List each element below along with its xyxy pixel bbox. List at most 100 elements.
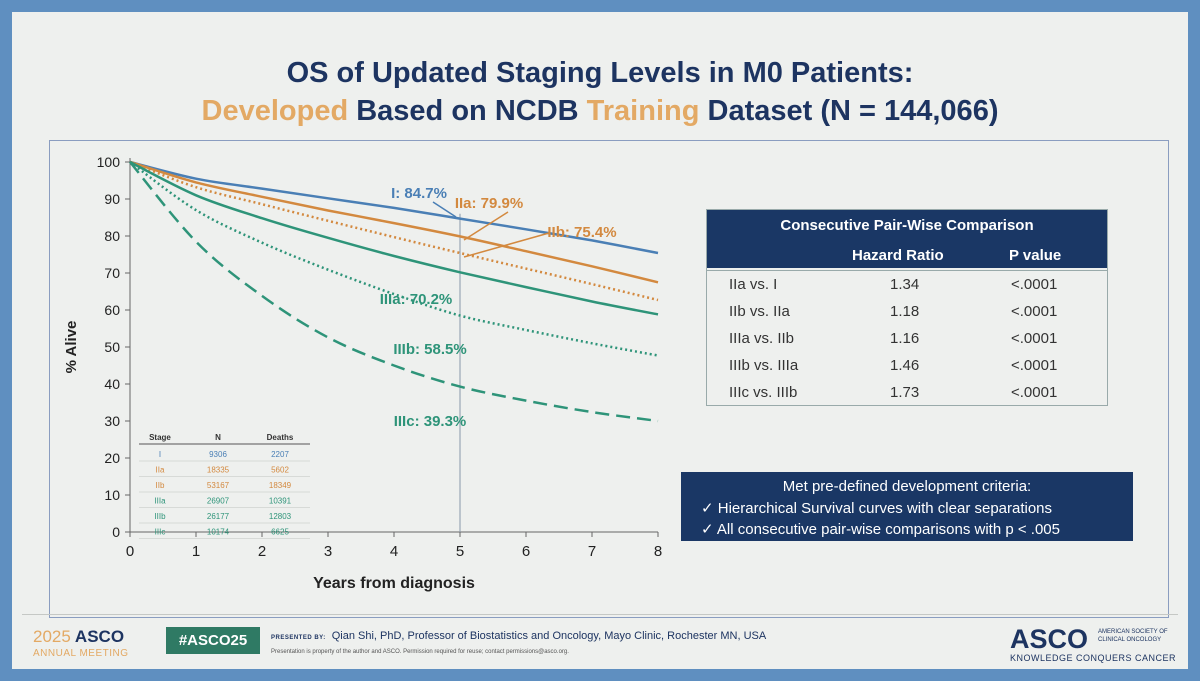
hazard-ratio-cell: 1.73 [890, 384, 920, 401]
y-tick-label: 90 [104, 191, 120, 207]
p-value-cell: <.0001 [1011, 276, 1058, 293]
inset-cell: 10391 [269, 497, 292, 506]
y-tick-label: 60 [104, 302, 120, 318]
property-note: Presentation is property of the author a… [271, 649, 569, 655]
comparison-cell: IIIb vs. IIIa [729, 357, 799, 374]
inset-cell: IIb [156, 481, 165, 490]
title-training: Training [586, 95, 700, 127]
annual-meeting-label: ANNUAL MEETING [33, 648, 129, 659]
inset-cell: IIa [156, 466, 165, 475]
pairwise-table: Consecutive Pair-Wise Comparison Hazard … [706, 209, 1108, 406]
comparison-cell: IIb vs. IIa [729, 303, 790, 320]
comparison-cell: IIIa vs. IIb [729, 330, 795, 347]
y-axis-title: % Alive [63, 321, 80, 374]
label-leader-iia [463, 211, 509, 241]
slide: OS of Updated Staging Levels in M0 Patie… [12, 12, 1188, 669]
meeting-year: 2025 [33, 627, 71, 646]
x-tick-label: 3 [324, 543, 332, 560]
x-axis-title: Years from diagnosis [313, 575, 475, 592]
curve-label-iia: IIa: 79.9% [455, 195, 523, 212]
x-tick-label: 5 [456, 543, 464, 560]
chart-axes: 0 10 20 30 40 50 60 70 80 90 100 0 1 2 3 4 5 6 7 8 Years fro… [63, 154, 662, 592]
survival-curve-iiia [129, 160, 659, 316]
inset-cell: IIIb [154, 512, 166, 521]
inset-cell: 26907 [207, 497, 230, 506]
pairwise-row: IIb vs. IIa 1.18 <.0001 [707, 298, 1107, 325]
comparison-cell: IIa vs. I [729, 276, 778, 293]
pairwise-row: IIIb vs. IIIa 1.46 <.0001 [707, 352, 1107, 379]
hazard-ratio-header: Hazard Ratio [852, 247, 944, 264]
comparison-cell: IIIc vs. IIIb [729, 384, 798, 401]
pairwise-row: IIa vs. I 1.34 <.0001 [707, 271, 1107, 298]
inset-cell: 18349 [269, 481, 292, 490]
survival-curve-iiic [129, 161, 659, 423]
hazard-ratio-cell: 1.46 [890, 357, 920, 374]
x-tick-label: 2 [258, 543, 266, 560]
chart-curves [129, 160, 659, 423]
y-tick-label: 100 [97, 154, 121, 170]
inset-table: Stage N Deaths I 9306 2207 IIa 18335 5602 IIb 5316… [139, 433, 310, 539]
inset-cell: 5602 [271, 466, 289, 475]
curve-label-iiia: IIIa: 70.2% [380, 291, 453, 308]
y-tick-label: 20 [104, 450, 120, 466]
label-leader-iib [463, 232, 550, 258]
y-tick-label: 70 [104, 265, 120, 281]
chart-labels: I: 84.7% IIa: 79.9% IIb: 75.4% IIIa: 70.2% I… [380, 185, 617, 430]
survival-chart: 0 10 20 30 40 50 60 70 80 90 100 0 1 2 3 4 5 6 7 8 Years fro… [63, 154, 662, 592]
pairwise-row: IIIc vs. IIIb 1.73 <.0001 [707, 379, 1107, 406]
y-tick-label: 40 [104, 376, 120, 392]
y-tick-label: 30 [104, 413, 120, 429]
pairwise-table-title: Consecutive Pair-Wise Comparison [780, 217, 1034, 234]
x-tick-label: 4 [390, 543, 398, 560]
inset-cell: 9306 [209, 450, 227, 459]
inset-cell: 6625 [271, 528, 289, 537]
curve-label-iib: IIb: 75.4% [547, 224, 616, 241]
criteria-box: Met pre-defined development criteria: ✓ … [681, 472, 1133, 541]
footer-divider [22, 614, 1178, 615]
slide-title-line1: OS of Updated Staging Levels in M0 Patie… [286, 57, 914, 89]
x-tick-label: 0 [126, 543, 134, 560]
inset-cell: 53167 [207, 481, 230, 490]
presenter-name: Qian Shi, PhD, Professor of Biostatistic… [331, 630, 767, 642]
presenter-line: PRESENTED BY: Qian Shi, PhD, Professor of… [271, 630, 766, 642]
criteria-title: Met pre-defined development criteria: [782, 478, 1032, 495]
survival-curve-i [129, 160, 659, 255]
title-part2: Based on NCDB [348, 95, 587, 127]
hazard-ratio-cell: 1.34 [890, 276, 920, 293]
hazard-ratio-cell: 1.16 [890, 330, 920, 347]
y-tick-label: 50 [104, 339, 120, 355]
inset-header: Stage [149, 433, 171, 442]
x-tick-label: 6 [522, 543, 530, 560]
inset-cell: 12803 [269, 512, 292, 521]
inset-cell: 18335 [207, 466, 230, 475]
hashtag-badge: #ASCO25 [166, 627, 260, 654]
p-value-header: P value [1009, 247, 1062, 264]
survival-curve-iia [129, 160, 659, 284]
x-tick-label: 1 [192, 543, 200, 560]
presented-by-label: PRESENTED BY: [271, 635, 326, 641]
x-tick-label: 8 [654, 543, 662, 560]
title-developed: Developed [201, 95, 349, 127]
asco-society-name: AMERICAN SOCIETY OF CLINICAL ONCOLOGY [1098, 629, 1168, 643]
asco-logo: ASCO [1010, 624, 1089, 654]
criteria-item-1: ✓ Hierarchical Survival curves with clea… [701, 500, 1053, 517]
inset-header: N [215, 433, 221, 442]
pairwise-row: IIIa vs. IIb 1.16 <.0001 [707, 325, 1107, 352]
p-value-cell: <.0001 [1011, 330, 1058, 347]
p-value-cell: <.0001 [1011, 357, 1058, 374]
p-value-cell: <.0001 [1011, 303, 1058, 320]
x-tick-label: 7 [588, 543, 596, 560]
y-tick-label: 80 [104, 228, 120, 244]
asco-tagline: KNOWLEDGE CONQUERS CANCER [1010, 653, 1177, 663]
y-tick-label: 10 [104, 487, 120, 503]
inset-cell: 2207 [271, 450, 289, 459]
pairwise-table-header: Consecutive Pair-Wise Comparison Hazard … [707, 210, 1107, 268]
survival-curve-iiib [129, 160, 659, 357]
label-leader-i [432, 201, 457, 218]
inset-cell: 10174 [207, 528, 230, 537]
inset-cell: I [159, 450, 161, 459]
inset-cell: 26177 [207, 512, 230, 521]
pairwise-table-body: IIa vs. I 1.34 <.0001 IIb vs. IIa 1.18 <.0001… [707, 271, 1107, 406]
curve-label-iiic: IIIc: 39.3% [394, 413, 467, 430]
curve-label-i: I: 84.7% [391, 185, 447, 202]
